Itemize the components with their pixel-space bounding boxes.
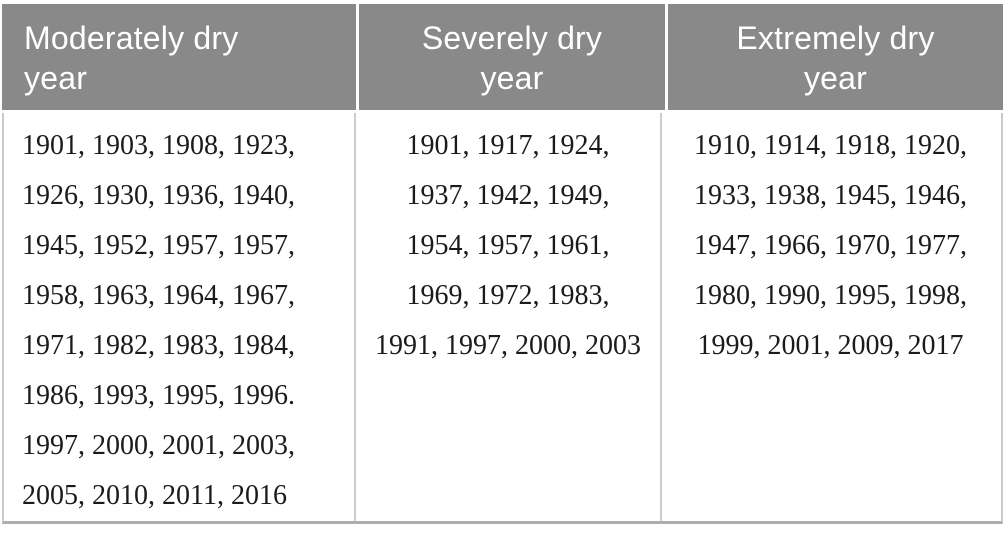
- table-body-row: 1901, 1903, 1908, 1923, 1926, 1930, 1936…: [2, 113, 1003, 524]
- column-header-label: Extremely dry year: [736, 20, 935, 96]
- year-line: 1947, 1966, 1970, 1977,: [694, 230, 967, 261]
- year-line: 1991, 1997, 2000, 2003: [375, 330, 641, 361]
- year-line: 1980, 1990, 1995, 1998,: [694, 280, 967, 311]
- table-header-row: Moderately dry year Severely dry year Ex…: [2, 4, 1003, 110]
- header-cell-extremely-dry-year: Extremely dry year: [668, 4, 1003, 110]
- year-line: 1901, 1917, 1924,: [406, 130, 610, 161]
- header-cell-severely-dry-year: Severely dry year: [359, 4, 665, 110]
- year-line: 2005, 2010, 2011, 2016: [22, 480, 287, 511]
- year-line: 1999, 2001, 2009, 2017: [697, 330, 964, 361]
- header-cell-moderately-dry-year: Moderately dry year: [2, 4, 356, 110]
- year-line: 1933, 1938, 1945, 1946,: [694, 180, 967, 211]
- body-cell-extremely-dry-years: 1910, 1914, 1918, 1920, 1933, 1938, 1945…: [662, 113, 999, 521]
- year-line: 1997, 2000, 2001, 2003,: [22, 430, 295, 461]
- body-cell-moderately-dry-years: 1901, 1903, 1908, 1923, 1926, 1930, 1936…: [4, 113, 356, 521]
- year-line: 1910, 1914, 1918, 1920,: [694, 130, 967, 161]
- column-header-label: Severely dry year: [421, 20, 603, 96]
- year-line: 1901, 1903, 1908, 1923,: [22, 130, 295, 161]
- year-line: 1945, 1952, 1957, 1957,: [22, 230, 295, 261]
- column-header-label: Moderately dry year: [24, 20, 239, 96]
- year-line: 1937, 1942, 1949,: [406, 180, 610, 211]
- body-cell-severely-dry-years: 1901, 1917, 1924, 1937, 1942, 1949, 1954…: [356, 113, 662, 521]
- year-line: 1954, 1957, 1961,: [406, 230, 610, 261]
- year-line: 1958, 1963, 1964, 1967,: [22, 280, 295, 311]
- year-line: 1926, 1930, 1936, 1940,: [22, 180, 295, 211]
- year-line: 1969, 1972, 1983,: [406, 280, 610, 311]
- dry-years-table: Moderately dry year Severely dry year Ex…: [2, 4, 1003, 524]
- year-line: 1971, 1982, 1983, 1984,: [22, 330, 295, 361]
- year-line: 1986, 1993, 1995, 1996.: [22, 380, 295, 411]
